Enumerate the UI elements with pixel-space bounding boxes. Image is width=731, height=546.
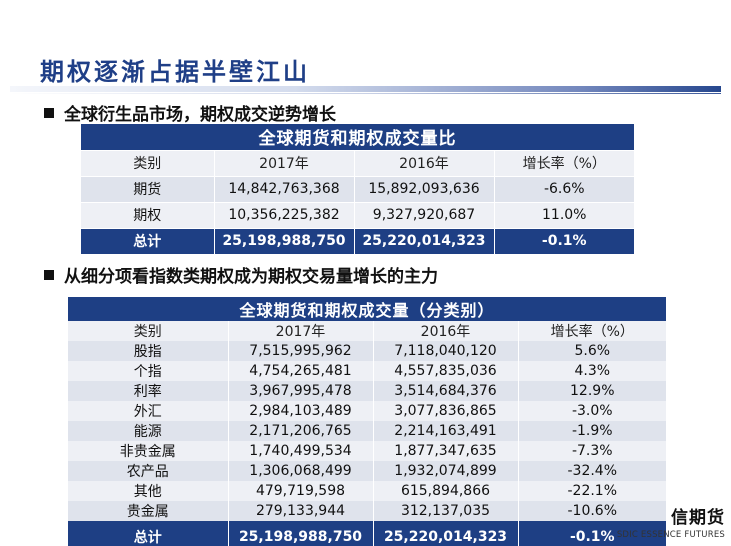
table-cell: 479,719,598 xyxy=(228,481,374,501)
column-header: 类别 xyxy=(68,321,229,341)
column-header: 增长率（%） xyxy=(518,321,667,341)
table-row: 非贵金属 1,740,499,534 1,877,347,635 -7.3% xyxy=(68,441,667,461)
table-cell: 2,984,103,489 xyxy=(228,401,374,421)
table-row: 利率 3,967,995,478 3,514,684,376 12.9% xyxy=(68,381,667,401)
table-row: 股指 7,515,995,962 7,118,040,120 5.6% xyxy=(68,341,667,361)
square-bullet-icon xyxy=(44,107,54,118)
table-row: 外汇 2,984,103,489 3,077,836,865 -3.0% xyxy=(68,401,667,421)
table-cell: 其他 xyxy=(68,481,229,501)
table-cell: 1,932,074,899 xyxy=(373,461,519,481)
title-underline-thin xyxy=(10,93,721,94)
column-header: 2017年 xyxy=(214,150,355,177)
table-row: 其他 479,719,598 615,894,866 -22.1% xyxy=(68,481,667,501)
table-total-row: 总计 25,198,988,750 25,220,014,323 -0.1% xyxy=(68,521,667,546)
column-header: 2016年 xyxy=(373,321,519,341)
table-cell: 12.9% xyxy=(518,381,667,401)
table-caption: 全球期货和期权成交量（分类别） xyxy=(68,297,667,321)
table-cell: 期权 xyxy=(81,202,215,229)
page-title: 期权逐渐占据半壁江山 xyxy=(40,57,310,86)
table-caption: 全球期货和期权成交量比 xyxy=(81,124,634,151)
table-cell: 615,894,866 xyxy=(373,481,519,501)
table-cell: 15,892,093,636 xyxy=(354,176,495,203)
table-row: 期货 14,842,763,368 15,892,093,636 -6.6% xyxy=(81,176,634,203)
company-logo: 信期货 SDIC ESSENCE FUTURES xyxy=(600,503,725,543)
table-cell: 1,740,499,534 xyxy=(228,441,374,461)
table-row: 贵金属 279,133,944 312,137,035 -10.6% xyxy=(68,501,667,521)
bullet-text: 全球衍生品市场，期权成交逆势增长 xyxy=(64,105,336,125)
table-cell: 279,133,944 xyxy=(228,501,374,521)
table-cell: 1,306,068,499 xyxy=(228,461,374,481)
table-cell: 25,220,014,323 xyxy=(354,228,495,255)
futures-options-ratio-table: 全球期货和期权成交量比 类别 2017年 2016年 增长率（%） 期货 14,… xyxy=(81,124,634,255)
table-cell: 7,118,040,120 xyxy=(373,341,519,361)
table-cell: 期货 xyxy=(81,176,215,203)
table-total-row: 总计 25,198,988,750 25,220,014,323 -0.1% xyxy=(81,228,634,255)
table-cell: -1.9% xyxy=(518,421,667,441)
table-cell: 5.6% xyxy=(518,341,667,361)
column-header: 2016年 xyxy=(354,150,495,177)
table-cell: 总计 xyxy=(81,228,215,255)
table-cell: 农产品 xyxy=(68,461,229,481)
bullet-text: 从细分项看指数类期权成为期权交易量增长的主力 xyxy=(64,267,438,287)
table-cell: -32.4% xyxy=(518,461,667,481)
title-underline xyxy=(10,86,721,92)
square-bullet-icon xyxy=(44,269,54,280)
table-cell: 3,077,836,865 xyxy=(373,401,519,421)
table-row: 期权 10,356,225,382 9,327,920,687 11.0% xyxy=(81,202,634,229)
logo-english-text: SDIC ESSENCE FUTURES xyxy=(616,530,725,540)
table-cell: -6.6% xyxy=(494,176,634,203)
table-cell: 7,515,995,962 xyxy=(228,341,374,361)
table-cell: 4.3% xyxy=(518,361,667,381)
table-cell: 10,356,225,382 xyxy=(214,202,355,229)
table-cell: 贵金属 xyxy=(68,501,229,521)
table-cell: 3,967,995,478 xyxy=(228,381,374,401)
table-cell: 25,198,988,750 xyxy=(228,521,374,546)
table-cell: 非贵金属 xyxy=(68,441,229,461)
bullet-market-growth: 全球衍生品市场，期权成交逆势增长 xyxy=(44,100,336,125)
table-cell: -22.1% xyxy=(518,481,667,501)
table-cell: 股指 xyxy=(68,341,229,361)
logo-chinese-text: 信期货 xyxy=(671,508,725,528)
table-cell: 2,214,163,491 xyxy=(373,421,519,441)
column-header: 增长率（%） xyxy=(494,150,634,177)
table-cell: 312,137,035 xyxy=(373,501,519,521)
table-cell: 利率 xyxy=(68,381,229,401)
table-row: 个指 4,754,265,481 4,557,835,036 4.3% xyxy=(68,361,667,381)
table-cell: 能源 xyxy=(68,421,229,441)
volume-by-category-table: 全球期货和期权成交量（分类别） 类别 2017年 2016年 增长率（%） 股指… xyxy=(68,297,667,546)
table-cell: -7.3% xyxy=(518,441,667,461)
table-cell: 11.0% xyxy=(494,202,634,229)
table-cell: 2,171,206,765 xyxy=(228,421,374,441)
table-cell: -0.1% xyxy=(494,228,634,255)
table-cell: -0.1% xyxy=(518,521,667,546)
table-cell: 3,514,684,376 xyxy=(373,381,519,401)
column-header: 2017年 xyxy=(228,321,374,341)
table-row: 能源 2,171,206,765 2,214,163,491 -1.9% xyxy=(68,421,667,441)
table-cell: 14,842,763,368 xyxy=(214,176,355,203)
table-cell: 外汇 xyxy=(68,401,229,421)
table-cell: 25,198,988,750 xyxy=(214,228,355,255)
table-cell: -3.0% xyxy=(518,401,667,421)
table-cell: 25,220,014,323 xyxy=(373,521,519,546)
table-cell: 总计 xyxy=(68,521,229,546)
table-cell: 9,327,920,687 xyxy=(354,202,495,229)
table-cell: 4,557,835,036 xyxy=(373,361,519,381)
table-cell: -10.6% xyxy=(518,501,667,521)
table-cell: 4,754,265,481 xyxy=(228,361,374,381)
column-header: 类别 xyxy=(81,150,215,177)
bullet-index-options: 从细分项看指数类期权成为期权交易量增长的主力 xyxy=(44,262,438,287)
table-cell: 1,877,347,635 xyxy=(373,441,519,461)
table-cell: 个指 xyxy=(68,361,229,381)
table-row: 农产品 1,306,068,499 1,932,074,899 -32.4% xyxy=(68,461,667,481)
